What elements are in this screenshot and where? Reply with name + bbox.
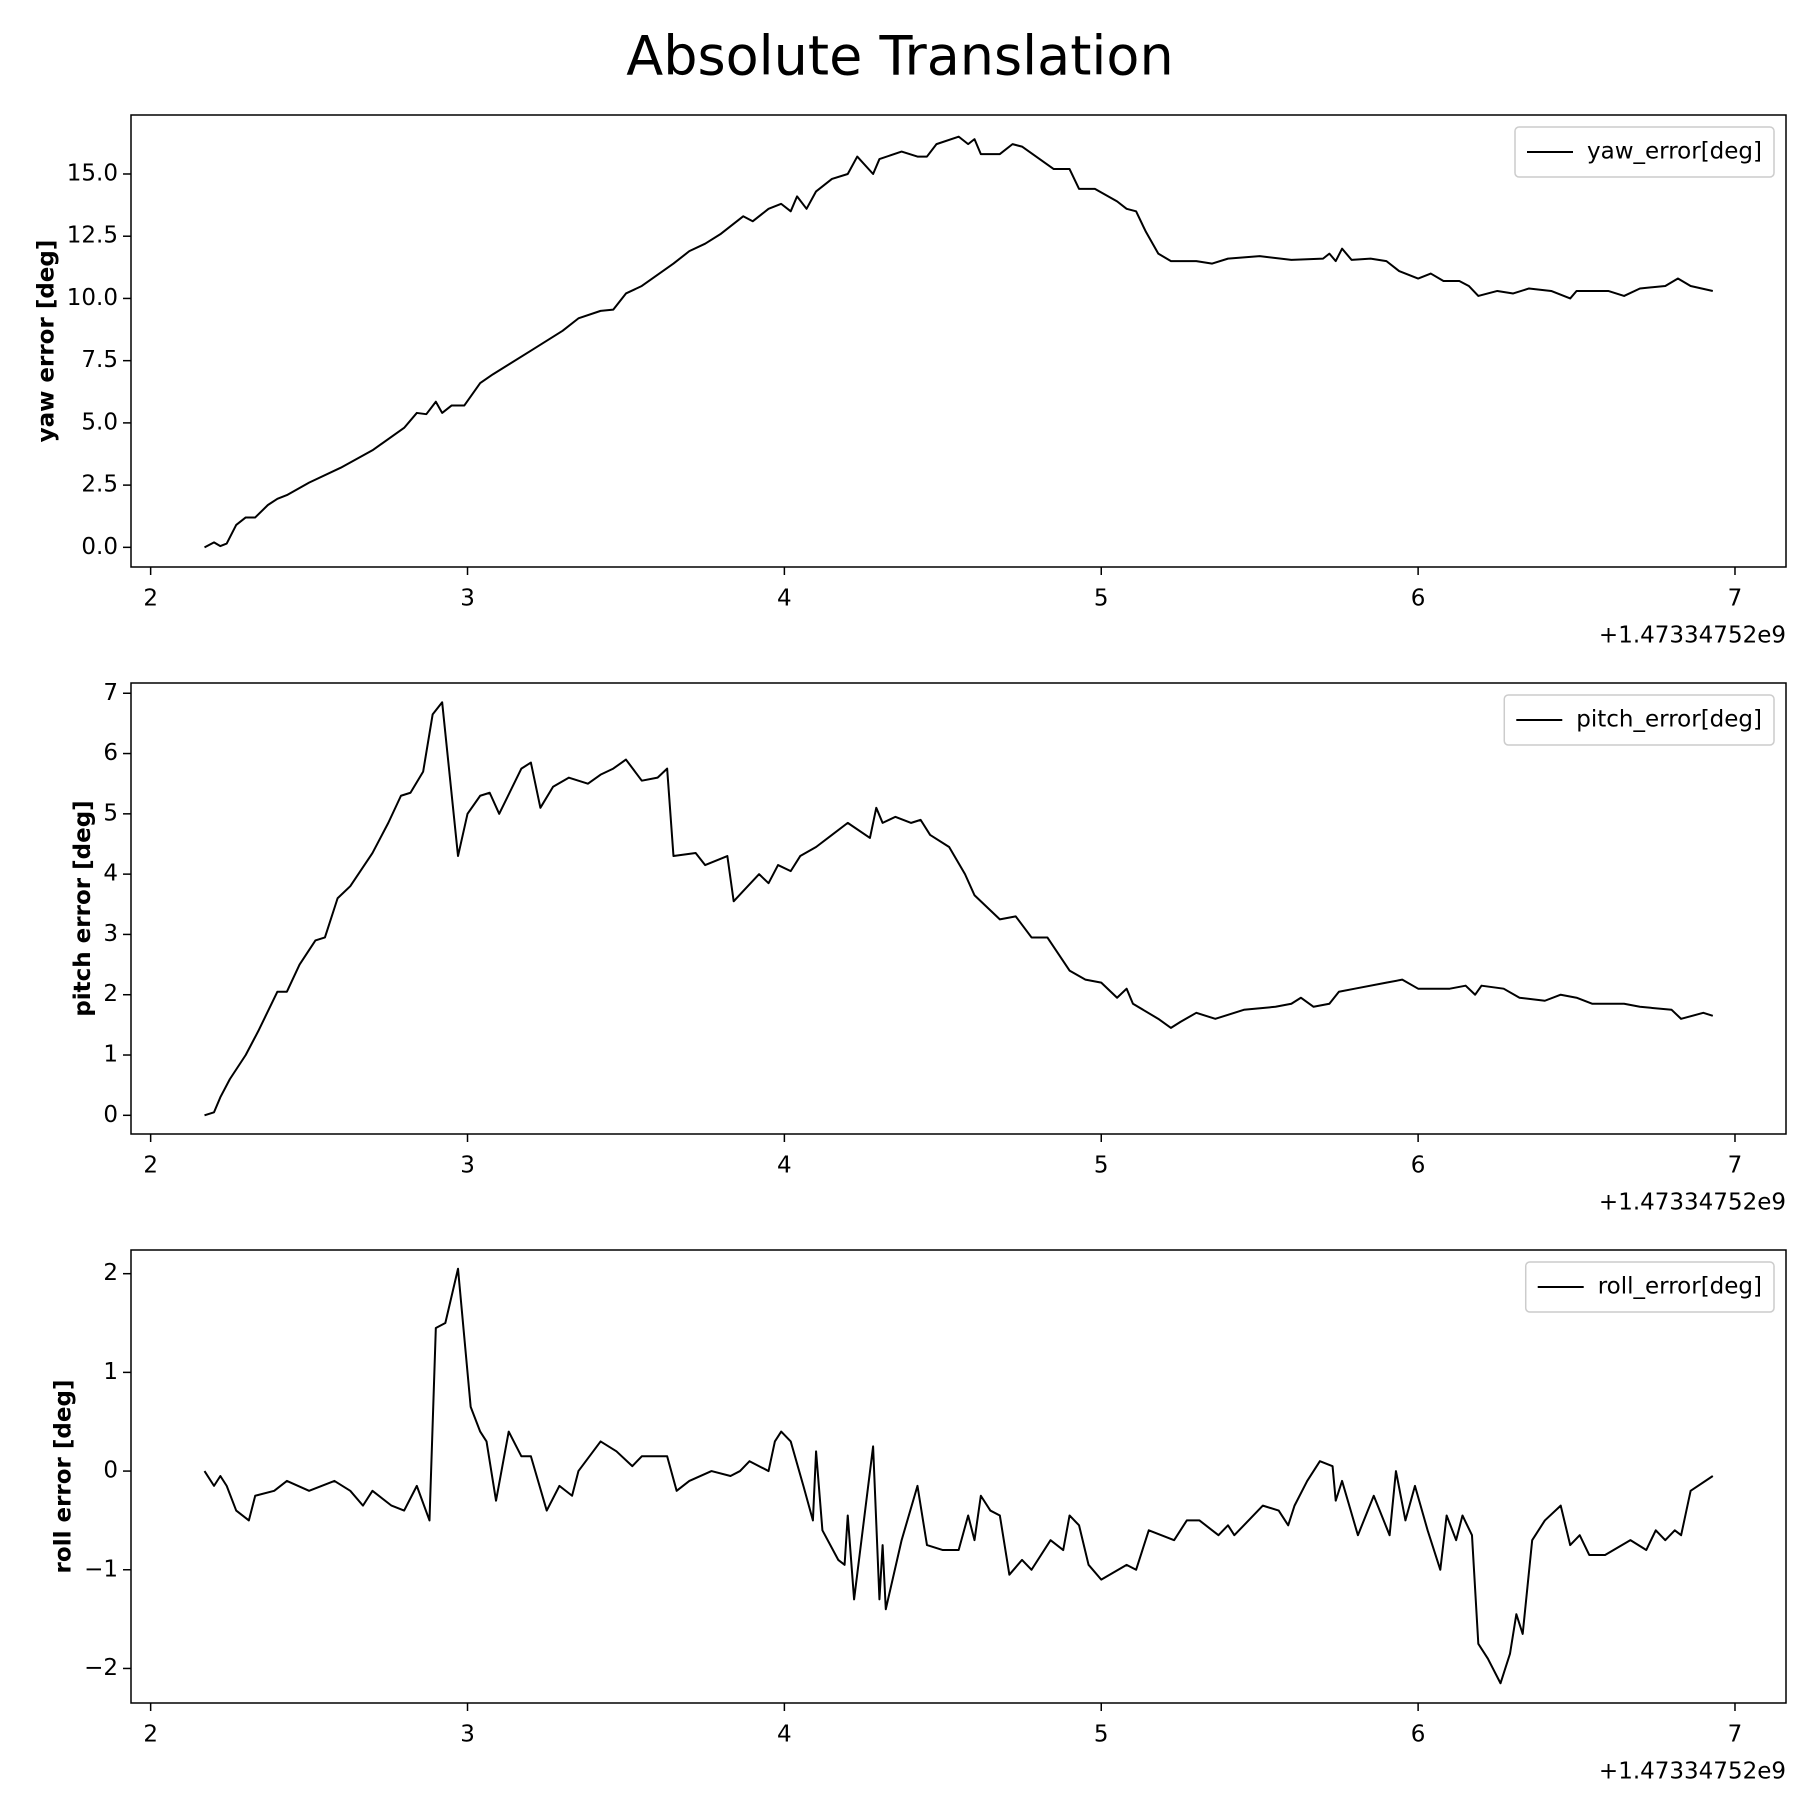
y-tick-label: 10.0: [67, 285, 118, 311]
legend-label: yaw_error[deg]: [1587, 139, 1762, 165]
x-tick-label: 2: [143, 1722, 158, 1748]
y-tick-label: 12.5: [67, 223, 118, 249]
data-line: [204, 135, 1714, 549]
y-tick-label: 0.0: [81, 534, 118, 560]
x-tick-label: 6: [1411, 1722, 1426, 1748]
x-tick-label: 7: [1728, 1722, 1743, 1748]
y-tick-label: 15.0: [67, 160, 118, 186]
legend: yaw_error[deg]: [1514, 126, 1775, 178]
y-tick-label: 2: [103, 981, 118, 1007]
x-offset-label: +1.47334752e9: [1599, 1190, 1786, 1216]
legend-frame: [1524, 1261, 1775, 1313]
y-tick-label: 1: [103, 1359, 118, 1385]
x-tick-label: 6: [1411, 1153, 1426, 1179]
y-tick-label: −2: [84, 1655, 118, 1681]
y-tick-label: −1: [84, 1556, 118, 1582]
legend-label: pitch_error[deg]: [1576, 707, 1762, 733]
x-tick-label: 2: [143, 1153, 158, 1179]
y-axis-label: roll error [deg]: [51, 1380, 77, 1574]
y-tick-label: 5: [103, 800, 118, 826]
legend-label: roll_error[deg]: [1598, 1274, 1762, 1300]
x-tick-label: 4: [777, 1153, 792, 1179]
x-tick-label: 5: [1094, 1722, 1109, 1748]
y-tick-label: 7: [103, 680, 118, 706]
x-tick-label: 6: [1411, 586, 1426, 612]
data-line: [203, 1267, 1714, 1685]
y-axis-label: pitch error [deg]: [70, 800, 96, 1016]
y-tick-label: 2: [103, 1260, 118, 1286]
x-tick-label: 5: [1094, 586, 1109, 612]
y-tick-label: 7.5: [81, 347, 118, 373]
x-tick-label: 2: [143, 586, 158, 612]
x-tick-label: 4: [777, 586, 792, 612]
data-line: [204, 701, 1714, 1117]
x-tick-label: 7: [1728, 586, 1743, 612]
x-offset-label: +1.47334752e9: [1599, 623, 1786, 649]
y-axis-label: yaw error [deg]: [33, 240, 59, 443]
y-tick-label: 0: [103, 1458, 118, 1484]
legend-frame: [1514, 126, 1775, 178]
x-offset-label: +1.47334752e9: [1599, 1759, 1786, 1785]
x-tick-label: 3: [460, 1153, 475, 1179]
x-tick-label: 5: [1094, 1153, 1109, 1179]
legend-frame: [1503, 694, 1775, 746]
legend: pitch_error[deg]: [1503, 694, 1775, 746]
axes-frame: [130, 682, 1787, 1135]
figure-title: Absolute Translation: [626, 25, 1173, 88]
x-tick-label: 4: [777, 1722, 792, 1748]
y-tick-label: 0: [103, 1102, 118, 1128]
legend: roll_error[deg]: [1524, 1261, 1775, 1313]
axes-frame: [130, 114, 1787, 568]
axes-frame: [130, 1249, 1787, 1704]
y-tick-label: 4: [103, 861, 118, 887]
y-tick-label: 1: [103, 1042, 118, 1068]
x-tick-label: 7: [1728, 1153, 1743, 1179]
x-tick-label: 3: [460, 1722, 475, 1748]
y-tick-label: 2.5: [81, 472, 118, 498]
y-tick-label: 6: [103, 740, 118, 766]
x-tick-label: 3: [460, 586, 475, 612]
y-tick-label: 5.0: [81, 409, 118, 435]
y-tick-label: 3: [103, 921, 118, 947]
